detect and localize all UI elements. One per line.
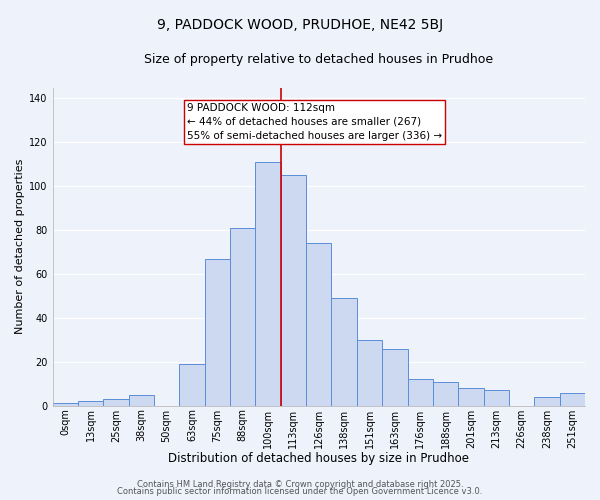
Text: 9 PADDOCK WOOD: 112sqm
← 44% of detached houses are smaller (267)
55% of semi-de: 9 PADDOCK WOOD: 112sqm ← 44% of detached… bbox=[187, 103, 442, 141]
Bar bbox=[382, 348, 407, 406]
Bar bbox=[484, 390, 509, 406]
Text: 9, PADDOCK WOOD, PRUDHOE, NE42 5BJ: 9, PADDOCK WOOD, PRUDHOE, NE42 5BJ bbox=[157, 18, 443, 32]
Bar bbox=[103, 399, 128, 406]
Title: Size of property relative to detached houses in Prudhoe: Size of property relative to detached ho… bbox=[144, 52, 493, 66]
Bar bbox=[357, 340, 382, 406]
Bar bbox=[331, 298, 357, 406]
Bar bbox=[281, 176, 306, 406]
Bar bbox=[534, 397, 560, 406]
Text: Contains public sector information licensed under the Open Government Licence v3: Contains public sector information licen… bbox=[118, 487, 482, 496]
Bar bbox=[458, 388, 484, 406]
Y-axis label: Number of detached properties: Number of detached properties bbox=[15, 159, 25, 334]
Bar bbox=[205, 258, 230, 406]
Bar bbox=[407, 380, 433, 406]
Bar bbox=[78, 402, 103, 406]
X-axis label: Distribution of detached houses by size in Prudhoe: Distribution of detached houses by size … bbox=[168, 452, 469, 465]
Bar bbox=[53, 404, 78, 406]
Bar bbox=[433, 382, 458, 406]
Bar bbox=[230, 228, 256, 406]
Bar bbox=[306, 244, 331, 406]
Bar bbox=[179, 364, 205, 406]
Bar bbox=[256, 162, 281, 406]
Bar bbox=[128, 394, 154, 406]
Text: Contains HM Land Registry data © Crown copyright and database right 2025.: Contains HM Land Registry data © Crown c… bbox=[137, 480, 463, 489]
Bar bbox=[560, 392, 585, 406]
